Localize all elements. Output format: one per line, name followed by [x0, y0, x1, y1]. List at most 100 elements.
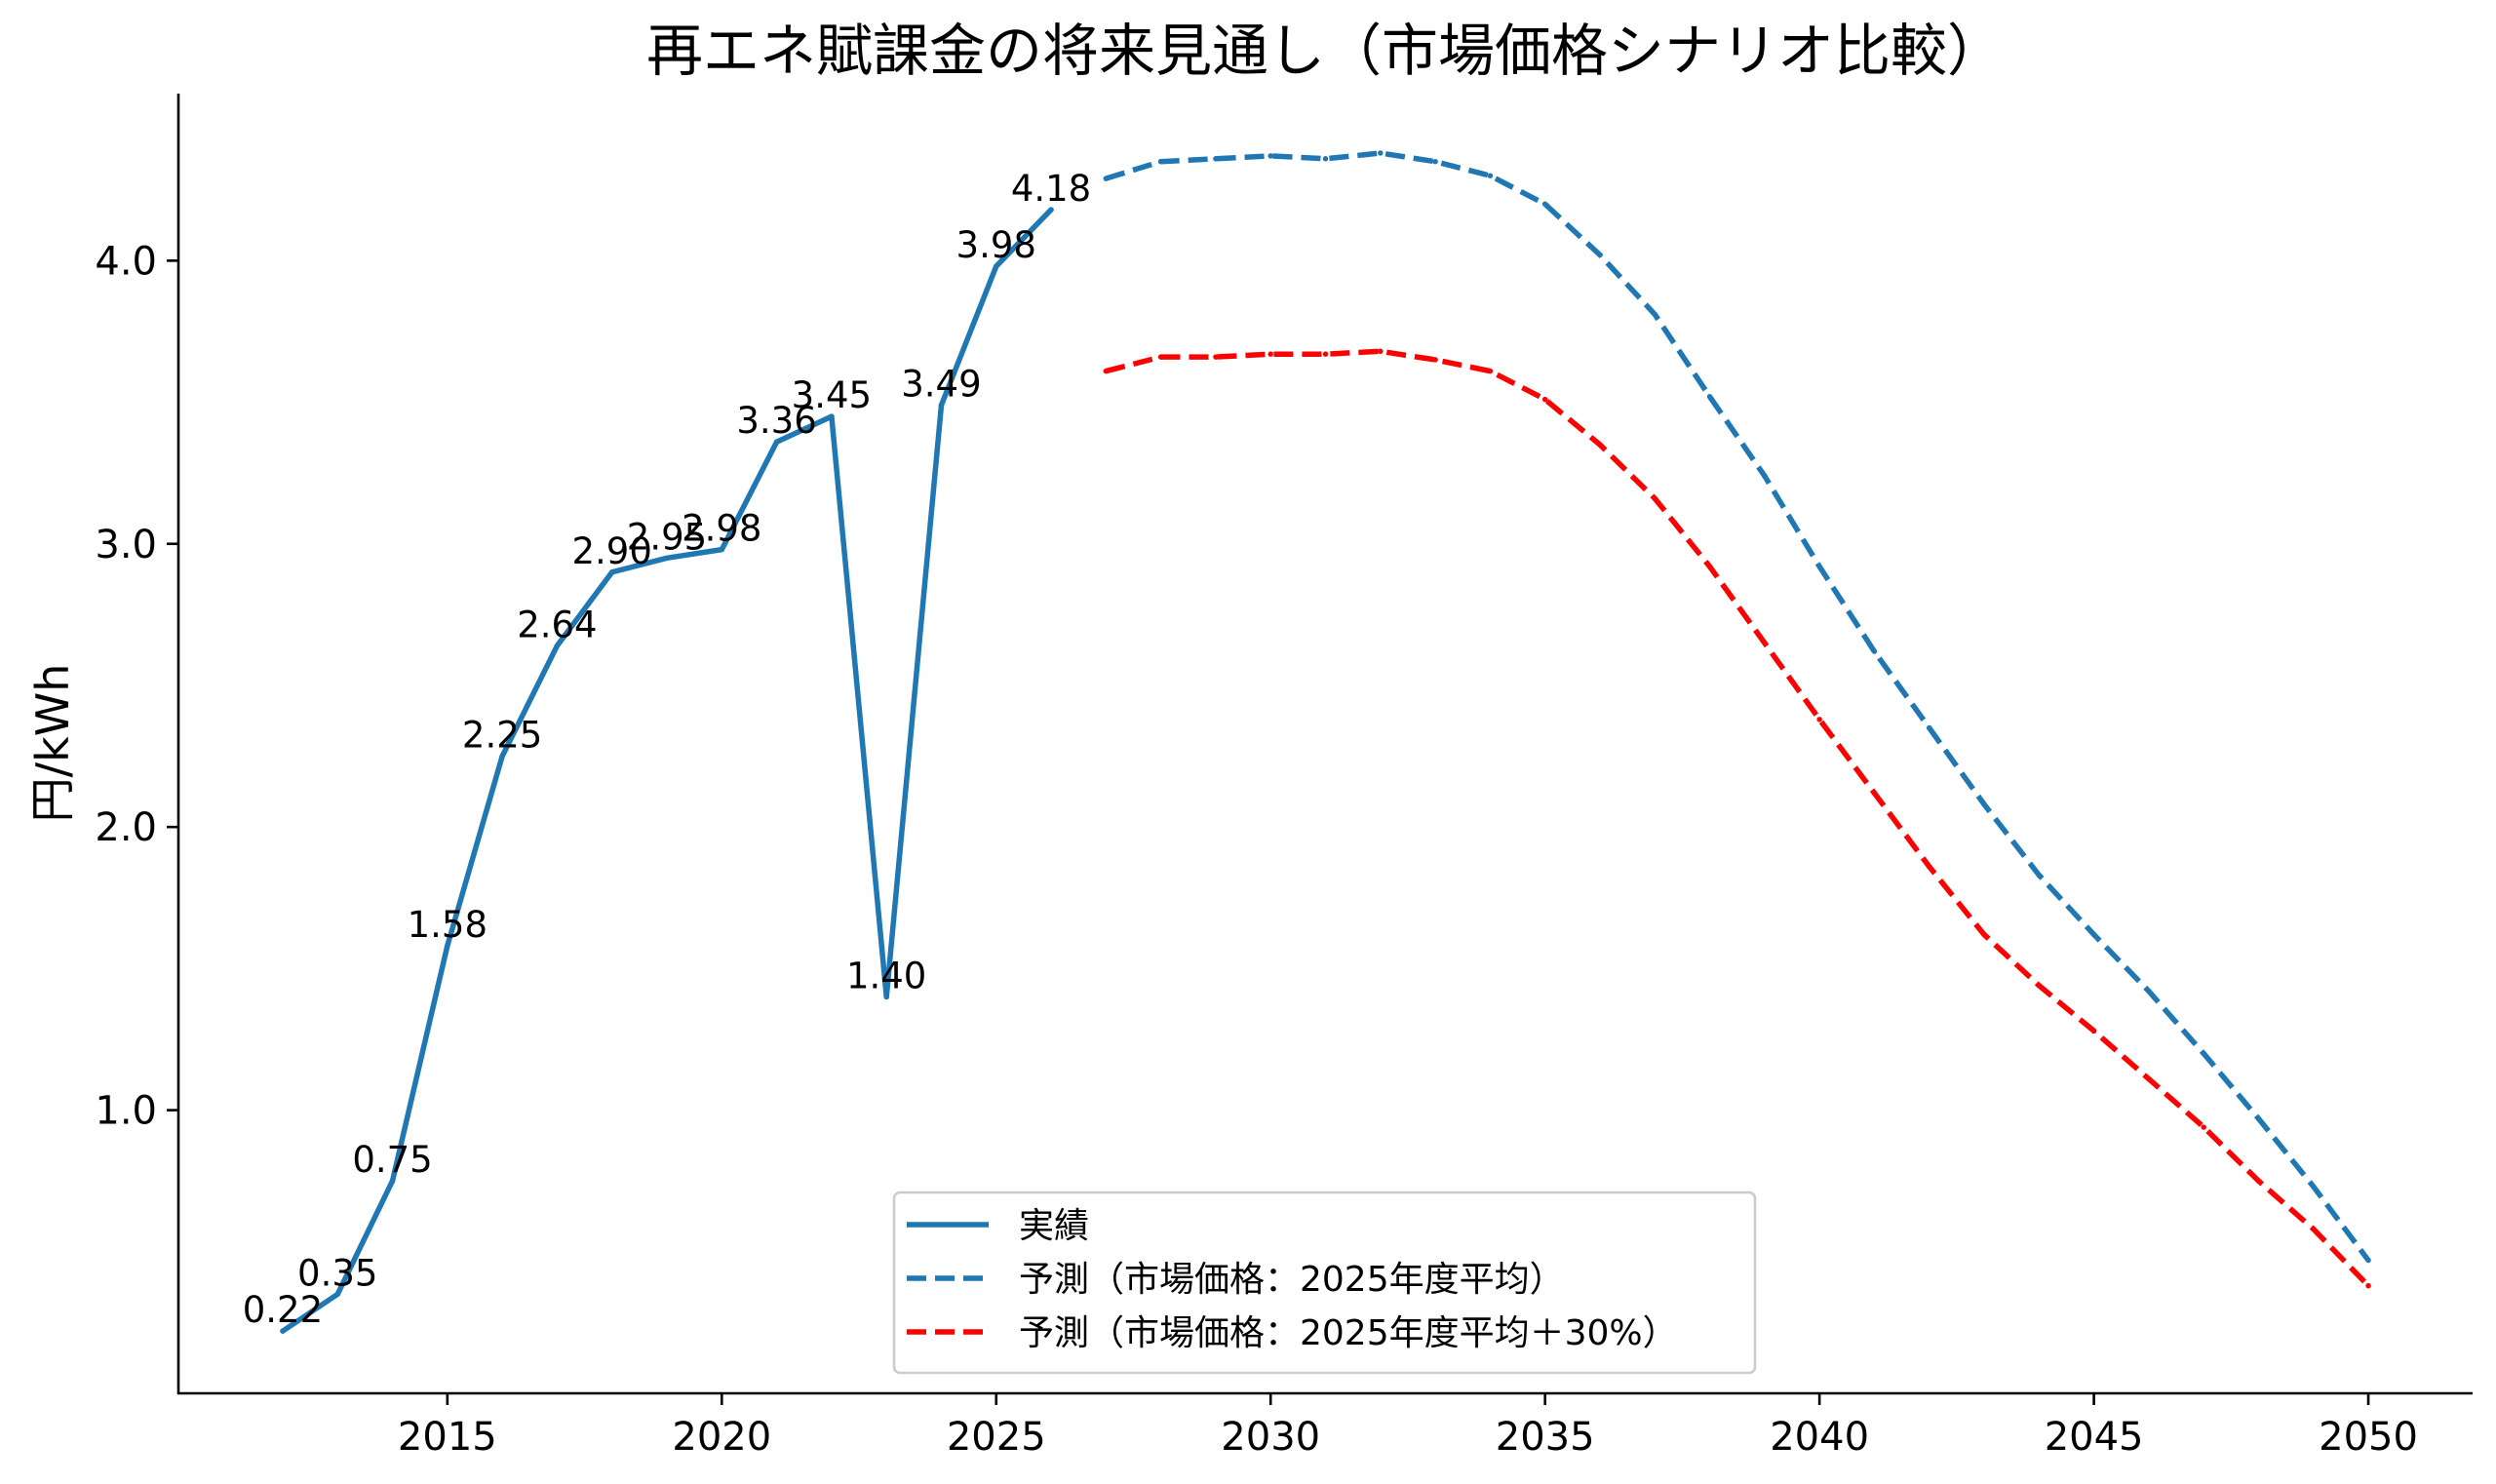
data-point — [773, 439, 780, 445]
legend-box — [892, 1191, 1757, 1375]
data-label: 0.35 — [297, 1252, 377, 1294]
data-point — [499, 753, 505, 760]
data-point — [2090, 1028, 2097, 1035]
data-label: 1.58 — [408, 904, 488, 946]
data-point — [1157, 158, 1164, 165]
data-point — [1432, 158, 1438, 165]
data-point — [1048, 207, 1054, 213]
data-point — [719, 546, 725, 553]
data-point — [334, 1291, 340, 1298]
data-point — [1157, 354, 1164, 360]
data-point — [1487, 368, 1494, 374]
data-point — [1213, 156, 1219, 162]
x-tick-label: 2025 — [947, 1415, 1046, 1460]
data-point — [2255, 1178, 2262, 1184]
y-tick-label: 4.0 — [95, 239, 157, 284]
data-point — [1268, 153, 1273, 159]
series-layer — [280, 150, 2371, 1334]
data-point — [1322, 156, 1329, 162]
data-point — [1816, 717, 1822, 722]
data-point — [1706, 564, 1713, 569]
data-point — [445, 943, 450, 949]
data-point — [1268, 351, 1273, 357]
data-point — [1926, 724, 1932, 731]
data-label: 0.75 — [352, 1139, 432, 1181]
data-point — [1103, 368, 1110, 374]
x-tick-label: 2015 — [398, 1415, 497, 1460]
y-tick-label: 3.0 — [95, 523, 157, 567]
data-point — [1926, 864, 1932, 870]
data-point — [1652, 495, 1658, 502]
data-point — [1871, 648, 1878, 654]
data-label: 2.98 — [682, 508, 761, 550]
data-point — [1432, 357, 1438, 363]
data-point — [2036, 872, 2043, 879]
data-label: 1.40 — [846, 955, 926, 996]
data-point — [1541, 201, 1548, 208]
series-line-forecast-base — [1105, 150, 2371, 1263]
data-label: 3.49 — [901, 363, 981, 405]
legend-label-forecast-base: 予測（市場価格：2025年度平均） — [1019, 1260, 1565, 1300]
data-point — [2090, 931, 2097, 938]
data-point — [1597, 442, 1603, 448]
data-point — [1652, 311, 1658, 318]
data-point — [664, 555, 670, 562]
data-point — [829, 413, 835, 419]
data-label: 2.90 — [572, 530, 652, 572]
data-point — [883, 994, 889, 1000]
data-point — [1322, 351, 1329, 357]
legend: 実績 予測（市場価格：2025年度平均） 予測（市場価格：2025年度平均＋30… — [892, 1191, 1757, 1375]
data-point — [2311, 1226, 2317, 1232]
data-point — [2311, 1184, 2317, 1190]
y-tick-label: 2.0 — [95, 805, 157, 850]
data-point — [2146, 1075, 2152, 1082]
legend-label-actual: 実績 — [1019, 1206, 1089, 1246]
data-point — [1762, 473, 1768, 479]
x-tick-label: 2040 — [1770, 1415, 1869, 1460]
data-label: 3.45 — [792, 374, 872, 416]
x-axis-ticks: 2015 2020 2025 2030 2035 2040 2045 2050 — [398, 1393, 2418, 1460]
data-label: 0.22 — [243, 1289, 323, 1331]
data-point — [938, 402, 945, 409]
x-tick-label: 2020 — [672, 1415, 771, 1460]
data-point — [2036, 983, 2043, 989]
data-point — [1378, 348, 1384, 355]
data-label: 3.36 — [736, 400, 816, 442]
data-point — [1871, 790, 1878, 797]
x-tick-label: 2045 — [2045, 1415, 2144, 1460]
data-point — [2365, 1282, 2371, 1289]
data-point — [2365, 1257, 2371, 1264]
data-point — [993, 263, 999, 269]
y-axis-label: 円/kWh — [26, 664, 79, 823]
data-point — [554, 643, 561, 649]
data-point — [1213, 354, 1219, 360]
data-point — [1981, 801, 1987, 807]
data-label: 2.64 — [517, 604, 597, 645]
data-point — [2201, 1050, 2206, 1057]
data-point — [280, 1328, 286, 1334]
data-label: 4.18 — [1011, 168, 1091, 210]
data-point — [1378, 150, 1384, 156]
data-point — [1597, 252, 1603, 258]
data-point — [1541, 396, 1548, 403]
data-point — [1981, 931, 1987, 938]
data-label: 2.25 — [462, 715, 542, 757]
data-label: 2.95 — [627, 516, 707, 558]
series-line-forecast-plus30 — [1105, 348, 2370, 1288]
data-point — [2255, 1115, 2262, 1122]
data-point — [1762, 640, 1768, 646]
data-point — [1706, 393, 1713, 400]
x-tick-label: 2030 — [1221, 1415, 1320, 1460]
y-axis-ticks: 1.0 2.0 3.0 4.0 — [95, 239, 178, 1134]
data-point — [2146, 988, 2152, 995]
data-labels: 0.220.35 0.75 1.58 2.25 2.64 2.902.952.98 3.36… — [243, 168, 1091, 1331]
data-point — [608, 569, 615, 575]
data-point — [1487, 173, 1494, 178]
chart-title: 再エネ賦課金の将来見通し（市場価格シナリオ比較） — [646, 18, 2004, 84]
data-point — [2201, 1124, 2206, 1130]
legend-label-forecast-plus30: 予測（市場価格：2025年度平均＋30%） — [1019, 1313, 1678, 1353]
data-label: 3.98 — [956, 224, 1036, 266]
data-point — [389, 1178, 396, 1184]
data-point — [1816, 564, 1822, 569]
